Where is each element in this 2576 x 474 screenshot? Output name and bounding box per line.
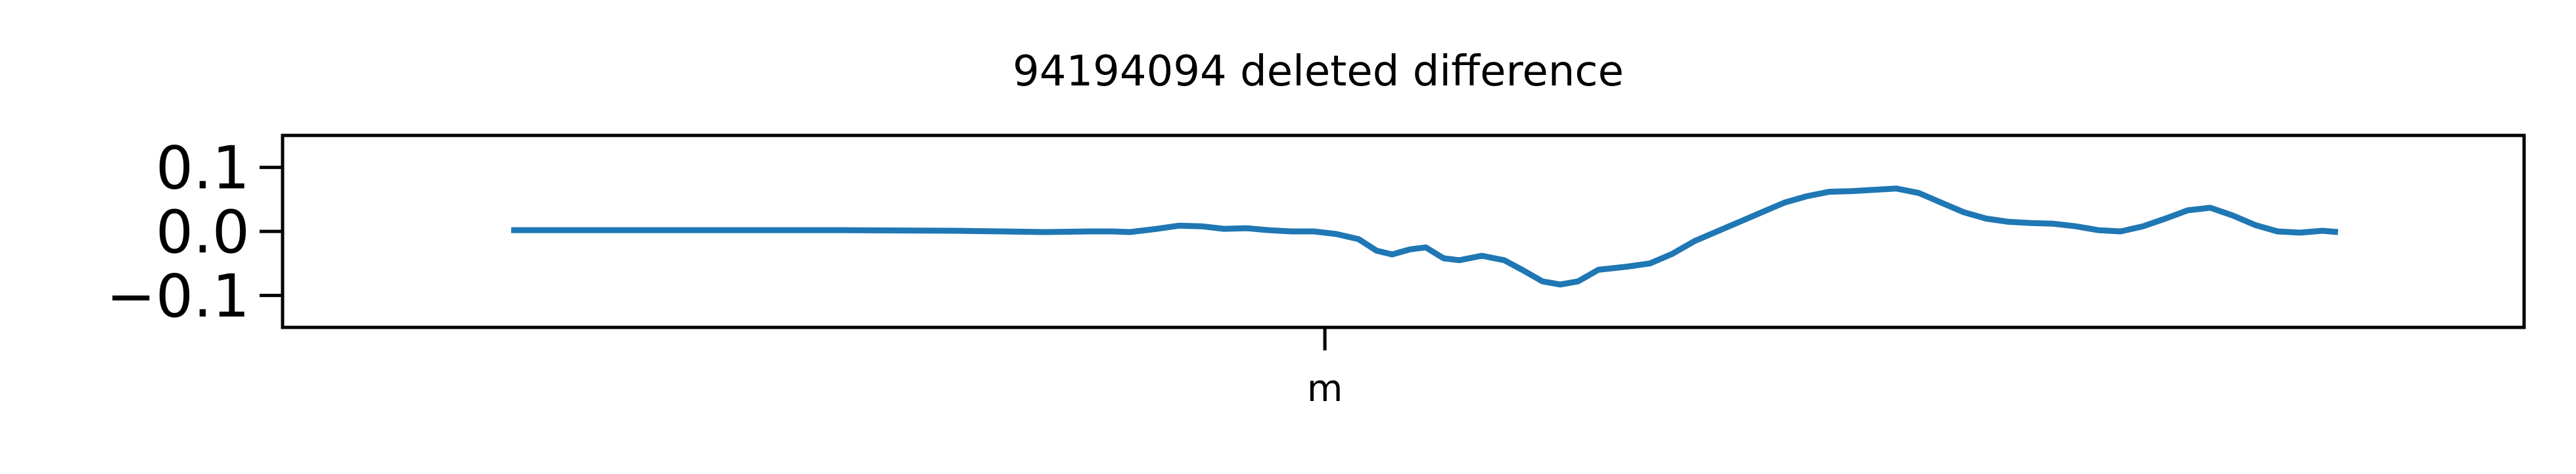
series-line-0 <box>511 185 2339 288</box>
plot-frame <box>281 133 2526 329</box>
y-tick-label: 0.0 <box>156 198 250 267</box>
chart-title: 94194094 deleted difference <box>1013 47 1624 96</box>
plot-area <box>511 185 2339 288</box>
y-axis: 0.10.0−0.1 <box>106 134 283 331</box>
x-axis: m <box>1307 327 1343 410</box>
y-tick-label: 0.1 <box>156 134 250 203</box>
x-tick-label: m <box>1307 367 1343 410</box>
y-tick-label: −0.1 <box>106 262 250 331</box>
